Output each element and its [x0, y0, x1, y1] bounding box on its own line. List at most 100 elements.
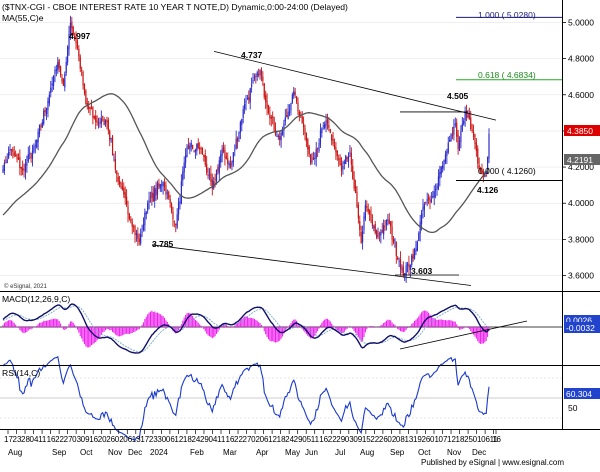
x-day-label: 28: [21, 435, 30, 444]
candle-body: [442, 165, 444, 169]
candle-body: [336, 150, 338, 157]
candle-body: [485, 174, 487, 177]
candle-body: [124, 192, 126, 199]
x-day-label: 15: [362, 435, 371, 444]
ma-value: 4.2191: [567, 155, 593, 165]
candle-body: [121, 186, 123, 190]
x-day-label: 07: [439, 435, 448, 444]
candle-body: [109, 130, 111, 141]
candle-body: [479, 168, 482, 172]
candle-body: [395, 241, 397, 257]
fib-0-label: 0.000 ( 4.1260): [478, 166, 536, 176]
candle-body: [253, 77, 256, 79]
x-month-label: Aug: [8, 448, 22, 457]
annotation-4737: 4.737: [241, 50, 263, 60]
x-day-label: 26: [106, 435, 115, 444]
candle-body: [214, 178, 216, 180]
rsi-line: [2, 355, 490, 441]
candle-body: [106, 119, 108, 122]
candle-body: [340, 163, 343, 171]
annotation-3785: 3.785: [152, 239, 174, 249]
x-day-label: 04: [208, 435, 217, 444]
candle-body: [159, 183, 161, 189]
ma-55-line: [2, 93, 490, 234]
candle-body: [326, 119, 329, 124]
candle-body: [88, 106, 90, 109]
candle-body: [295, 96, 298, 102]
candle-body: [392, 239, 395, 243]
candle-body: [353, 178, 355, 189]
candle-body: [208, 174, 211, 176]
candle-body: [142, 224, 145, 230]
candle-body: [207, 174, 209, 177]
annotation-3603: 3.603: [411, 266, 433, 276]
candle-body: [104, 120, 107, 124]
x-day-label: 27: [64, 435, 73, 444]
candle-body: [227, 158, 229, 164]
candle-body: [416, 241, 418, 251]
x-month-label: 2024: [150, 448, 168, 457]
candle-body: [281, 130, 284, 136]
upper-channel-line: [213, 50, 497, 121]
candle-body: [357, 204, 359, 219]
candle-body: [302, 123, 305, 128]
candle-body: [413, 250, 416, 259]
candle-body: [9, 149, 11, 151]
candle-body: [156, 183, 159, 195]
candle-body: [190, 142, 192, 147]
x-day-label: 22: [328, 435, 337, 444]
candle-body: [377, 234, 379, 237]
candle-body: [103, 118, 105, 126]
candle-body: [22, 168, 24, 171]
candle-body: [328, 124, 330, 128]
candle-body: [280, 132, 282, 141]
candle-body: [183, 162, 185, 173]
candle-body: [294, 92, 296, 95]
candle-body: [486, 156, 489, 174]
candle-body: [54, 69, 56, 75]
candle-body: [36, 139, 38, 148]
candle-body: [422, 206, 424, 212]
candle-body: [343, 161, 345, 164]
candle-body: [451, 134, 454, 137]
candle-body: [16, 153, 18, 160]
candle-body: [324, 124, 326, 128]
candle-body: [242, 109, 244, 118]
candle-body: [20, 166, 22, 169]
x-day-label: 22: [55, 435, 64, 444]
candle-body: [194, 149, 197, 152]
x-day-label: 04: [30, 435, 39, 444]
candle-body: [373, 226, 375, 228]
candle-body: [218, 160, 220, 174]
rsi-tick-50: 50: [568, 403, 578, 413]
x-month-label: Sep: [390, 448, 405, 457]
candle-body: [463, 120, 465, 125]
x-day-label: 06: [481, 435, 490, 444]
candle-body: [291, 94, 293, 104]
x-day-label: 24: [285, 435, 294, 444]
annotation-4505: 4.505: [447, 91, 469, 101]
candle-body: [472, 131, 475, 138]
candle-body: [356, 191, 358, 207]
candle-body: [390, 221, 392, 227]
x-day-label: 23: [13, 435, 22, 444]
annotation-4126: 4.126: [477, 185, 499, 195]
candle-body: [176, 214, 178, 228]
candle-body: [481, 169, 483, 173]
rsi-label: RSI(14,C): [2, 368, 40, 378]
x-day-label: 02: [115, 435, 124, 444]
candle-body: [399, 259, 402, 269]
candle-body: [175, 223, 177, 225]
candle-body: [426, 199, 428, 201]
candle-body: [454, 123, 456, 126]
candle-body: [97, 123, 100, 125]
price-tick-label: 4.6000: [568, 90, 594, 100]
x-day-label: 03: [72, 435, 81, 444]
ma-value-tag: [564, 154, 600, 165]
candle-body: [89, 106, 91, 110]
candle-body: [113, 157, 115, 159]
candle-body: [378, 233, 381, 235]
candle-body: [6, 159, 8, 163]
candle-body: [236, 138, 239, 142]
x-day-label: 29: [200, 435, 209, 444]
